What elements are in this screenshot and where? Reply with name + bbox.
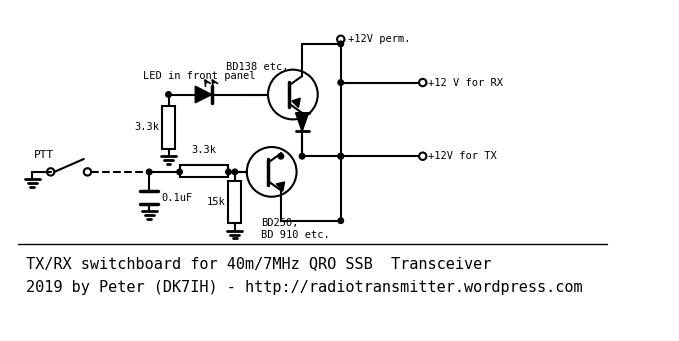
Text: BD138 etc.: BD138 etc. — [225, 62, 288, 72]
Text: +12V for TX: +12V for TX — [428, 151, 497, 161]
Polygon shape — [276, 182, 285, 191]
Circle shape — [166, 92, 171, 97]
Text: +12V perm.: +12V perm. — [348, 34, 411, 44]
Text: 3.3k: 3.3k — [191, 145, 217, 155]
Bar — [179, 165, 228, 177]
Polygon shape — [292, 98, 300, 107]
Text: 0.1uF: 0.1uF — [161, 193, 192, 203]
Circle shape — [147, 169, 152, 175]
Text: LED in front panel: LED in front panel — [143, 71, 255, 81]
Text: TX/RX switchboard for 40m/7MHz QRO SSB  Transceiver: TX/RX switchboard for 40m/7MHz QRO SSB T… — [26, 256, 491, 271]
Circle shape — [278, 153, 284, 159]
Circle shape — [338, 41, 344, 47]
Text: +12 V for RX: +12 V for RX — [428, 77, 503, 88]
Circle shape — [338, 80, 344, 85]
Polygon shape — [295, 113, 308, 131]
Text: 15k: 15k — [207, 197, 225, 207]
Text: BD250,
BD 910 etc.: BD250, BD 910 etc. — [261, 218, 329, 239]
Circle shape — [338, 153, 344, 159]
Bar — [228, 181, 241, 223]
Polygon shape — [196, 86, 212, 103]
Text: PTT: PTT — [34, 150, 54, 160]
Text: 3.3k: 3.3k — [134, 122, 160, 132]
Bar — [162, 106, 175, 149]
Circle shape — [299, 153, 305, 159]
Text: 2019 by Peter (DK7IH) - http://radiotransmitter.wordpress.com: 2019 by Peter (DK7IH) - http://radiotran… — [26, 280, 583, 295]
Circle shape — [232, 169, 238, 175]
Circle shape — [225, 169, 231, 175]
Circle shape — [338, 218, 344, 223]
Circle shape — [177, 169, 183, 175]
Circle shape — [338, 153, 344, 159]
